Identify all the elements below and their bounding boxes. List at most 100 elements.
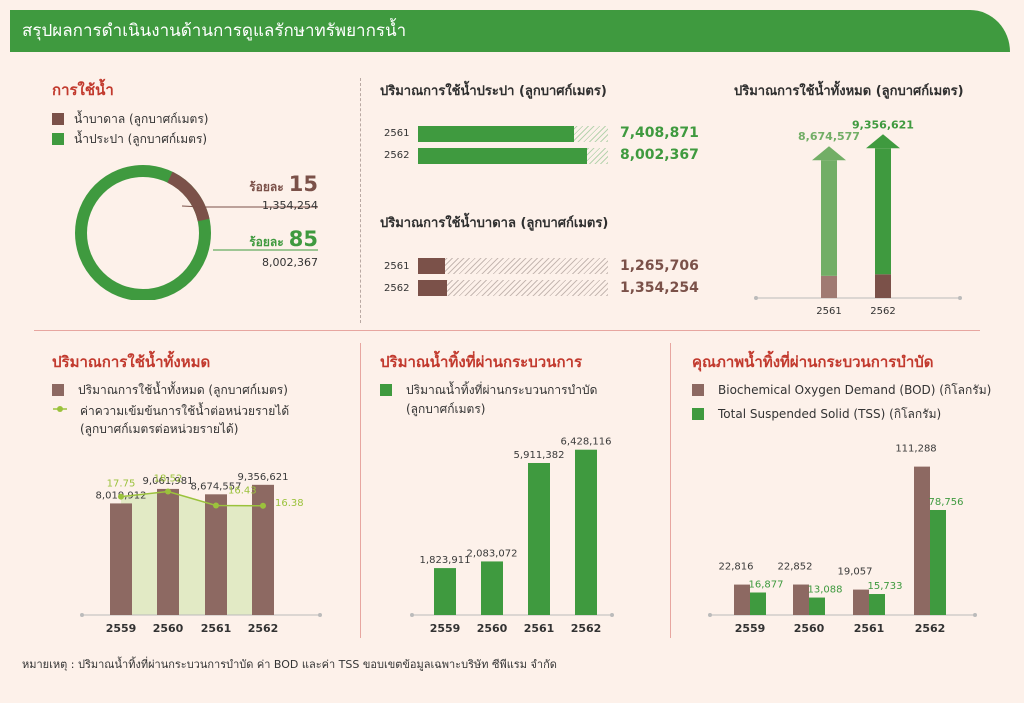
legend-swatch (380, 384, 392, 396)
arrow-year-2561: 2561 (816, 306, 841, 317)
x-tick-label-2559: 2559 (106, 622, 137, 635)
bar-label-2562-s0: 9,356,621 (238, 472, 289, 483)
arrow-head-2561 (812, 146, 846, 161)
percent-prefix: ร้อยละ (249, 235, 284, 249)
legend-wastewater-line2: (ลูกบาศก์เมตร) (406, 402, 486, 416)
intensity-line (120, 490, 264, 507)
x-tick-label-2561: 2561 (524, 622, 555, 635)
bar-2562-s0 (252, 484, 274, 615)
arrow-shaft-2562 (875, 148, 891, 275)
bar-2559-s0 (434, 568, 456, 615)
bar-2562-s1 (930, 509, 946, 615)
water-use-title: การใช้น้ำ (52, 81, 114, 99)
bar-label-2562-s0: 6,428,116 (561, 437, 612, 448)
percent-value: 15 (288, 172, 318, 196)
bar-label-2562-s0: 111,288 (895, 444, 936, 455)
total-arrows-title: ปริมาณการใช้น้ำทั้งหมด (ลูกบาศก์เมตร) (734, 84, 964, 99)
ground-value-2562: 1,354,254 (620, 280, 699, 296)
legend-label: Biochemical Oxygen Demand (BOD) (กิโลกรั… (718, 383, 992, 397)
bar-2561-s0 (205, 494, 227, 615)
legend-label: ปริมาณน้ำทิ้งที่ผ่านกระบวนการบำบัด (406, 383, 598, 397)
tap-bar-2562 (418, 148, 587, 164)
wastewater-bar-chart: 1,823,911 2559 2,083,072 2560 5,911,382 2561 6… (410, 437, 614, 635)
bar-2561-s0 (528, 462, 550, 615)
arrow-year-2562: 2562 (870, 306, 895, 317)
arrow-value-2562: 9,356,621 (852, 118, 914, 131)
axis-end-dot (958, 296, 962, 300)
bar-2559-s1 (750, 592, 766, 615)
bar-2562-s0 (914, 466, 930, 615)
bar-2559-s0 (110, 503, 132, 615)
x-tick-label-2561: 2561 (854, 622, 885, 635)
axis-end-dot (754, 296, 758, 300)
ground-value-2561: 1,265,706 (620, 258, 699, 274)
donut-slice-tapwater (75, 165, 211, 300)
x-tick-label-2560: 2560 (153, 622, 184, 635)
tap-year-2562: 2562 (384, 150, 410, 161)
donut-slice-groundwater (167, 171, 210, 222)
bar-label-2560-s0: 9,061,981 (143, 476, 194, 487)
intensity-label-2560: 18.52 (154, 474, 183, 485)
bar-2560-s0 (793, 584, 809, 615)
page-title: สรุปผลการดำเนินงานด้านการดูแลรักษาทรัพยา… (22, 21, 407, 41)
x-tick-label-2559: 2559 (430, 622, 461, 635)
intensity-point-2561 (213, 502, 219, 509)
intensity-label-2559: 17.75 (107, 479, 136, 490)
x-tick-label-2561: 2561 (201, 622, 232, 635)
bar-2560-s0 (481, 561, 503, 615)
ground-year-2561: 2561 (384, 261, 410, 272)
x-tick-label-2560: 2560 (477, 622, 508, 635)
legend-total-usage: ปริมาณการใช้น้ำทั้งหมด (ลูกบาศก์เมตร) (52, 381, 288, 400)
bar-label-2562-s1: 78,756 (929, 497, 964, 508)
intensity-point-2562 (260, 502, 266, 509)
divider-dashed-1 (360, 78, 361, 323)
quality-bar-chart: 22,816 16,877 2559 22,852 13,088 2560 19,057 15… (708, 444, 977, 635)
tapwater-percent: ร้อยละ 85 (230, 227, 318, 252)
x-tick-label-2562: 2562 (571, 622, 602, 635)
intensity-area (121, 491, 263, 615)
x-tick-label-2559: 2559 (735, 622, 766, 635)
percent-prefix: ร้อยละ (249, 180, 284, 194)
bar-label-2561-s0: 8,674,557 (191, 481, 242, 492)
bar-2559-s0 (734, 584, 750, 615)
groundwater-title: ปริมาณการใช้น้ำบาดาล (ลูกบาศก์เมตร) (380, 216, 609, 231)
legend-label-line2: (ลูกบาศก์เมตรต่อหน่วยรายได้) (80, 422, 239, 436)
legend-intensity: ค่าความเข้มข้นการใช้น้ำต่อหน่วยรายได้ (ล… (80, 402, 289, 438)
bar-2562-s0 (575, 449, 597, 615)
axis-end-dot (708, 613, 712, 617)
total-usage-title: ปริมาณการใช้น้ำทั้งหมด (52, 353, 211, 371)
bar-2561-s1 (869, 594, 885, 615)
ground-year-2562: 2562 (384, 283, 410, 294)
bar-label-2559-s0: 1,823,911 (420, 555, 471, 566)
axis-end-dot (973, 613, 977, 617)
bar-2561-s0 (853, 589, 869, 615)
footnote: หมายเหตุ : ปริมาณน้ำทิ้งที่ผ่านกระบวนการ… (22, 658, 557, 671)
groundwater-leader-tick (181, 205, 204, 208)
legend-groundwater: น้ำบาดาล (ลูกบาศก์เมตร) (52, 110, 208, 129)
bar-label-2561-s0: 5,911,382 (514, 450, 565, 461)
legend-label: น้ำบาดาล (ลูกบาศก์เมตร) (74, 112, 209, 126)
legend-wastewater: ปริมาณน้ำทิ้งที่ผ่านกระบวนการบำบัด (380, 381, 597, 400)
groundwater-percent: ร้อยละ 15 (240, 172, 318, 197)
bar-label-2560-s0: 2,083,072 (467, 548, 518, 559)
axis-end-dot (410, 613, 414, 617)
x-tick-label-2562: 2562 (248, 622, 279, 635)
arrow-head-2562 (866, 134, 900, 149)
legend-swatch (52, 113, 64, 125)
legend-label: ค่าความเข้มข้นการใช้น้ำต่อหน่วยรายได้ (80, 404, 290, 418)
x-tick-label-2560: 2560 (794, 622, 825, 635)
intensity-point-2559 (118, 493, 124, 500)
percent-value: 85 (288, 227, 318, 251)
bar-label-2561-s0: 19,057 (838, 567, 873, 578)
ground-bar-2562 (418, 280, 447, 296)
intensity-label-2561: 16.43 (228, 485, 257, 496)
ground-bar-track-2562 (418, 280, 608, 296)
x-tick-label-2562: 2562 (915, 622, 946, 635)
tapwater-amount: 8,002,367 (262, 256, 318, 269)
legend-label: Total Suspended Solid (TSS) (กิโลกรัม) (718, 407, 942, 421)
bar-label-2559-s1: 16,877 (749, 579, 784, 590)
title-banner (10, 10, 1010, 52)
bar-label-2560-s1: 13,088 (808, 585, 843, 596)
intensity-label-2562: 16.38 (275, 498, 304, 509)
legend-swatch (692, 384, 704, 396)
